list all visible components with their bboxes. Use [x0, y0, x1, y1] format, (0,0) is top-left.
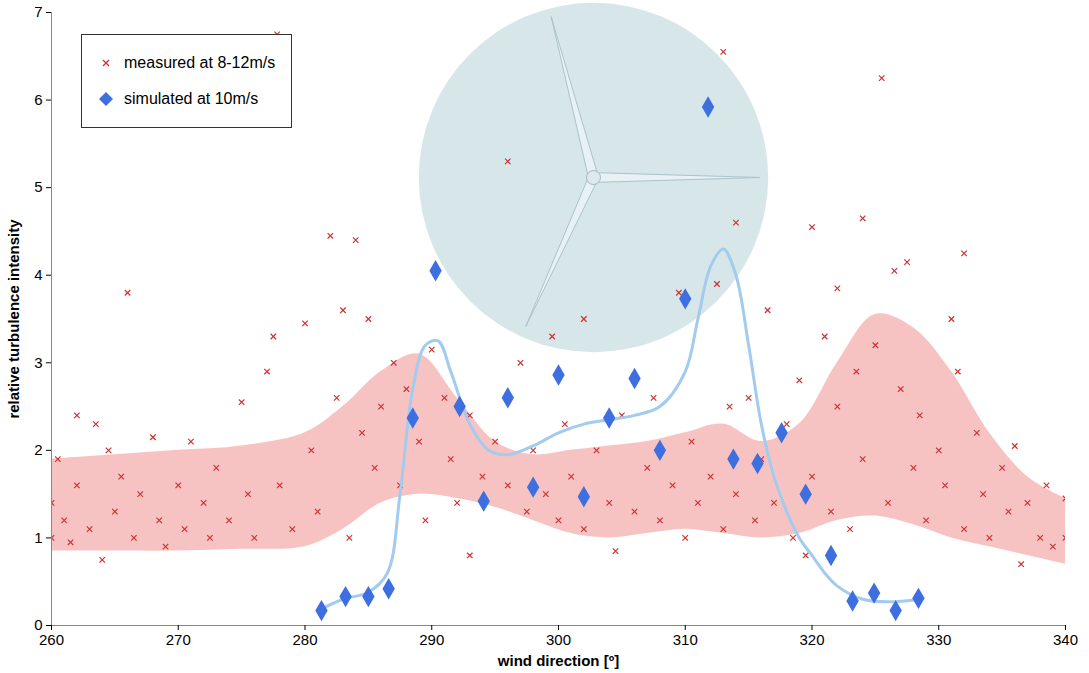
svg-text:6: 6 [34, 91, 42, 108]
svg-text:320: 320 [799, 631, 824, 648]
svg-text:290: 290 [419, 631, 444, 648]
svg-text:4: 4 [34, 266, 42, 283]
svg-text:3: 3 [34, 354, 42, 371]
svg-text:260: 260 [39, 631, 64, 648]
svg-text:2: 2 [34, 441, 42, 458]
svg-text:280: 280 [292, 631, 317, 648]
svg-text:1: 1 [34, 529, 42, 546]
svg-text:wind direction [º]: wind direction [º] [497, 652, 619, 669]
svg-text:0: 0 [34, 616, 42, 633]
html-text:simulated at 10m/s: simulated at 10m/s [124, 90, 259, 107]
svg-text:310: 310 [673, 631, 698, 648]
svg-text:340: 340 [1053, 631, 1078, 648]
html-text:measured at 8-12m/s: measured at 8-12m/s [124, 54, 276, 71]
svg-text:270: 270 [166, 631, 191, 648]
svg-text:300: 300 [546, 631, 571, 648]
svg-text:relative turbulence intensity: relative turbulence intensity [5, 219, 22, 419]
svg-text:7: 7 [34, 3, 42, 20]
svg-text:330: 330 [926, 631, 951, 648]
svg-text:5: 5 [34, 178, 42, 195]
